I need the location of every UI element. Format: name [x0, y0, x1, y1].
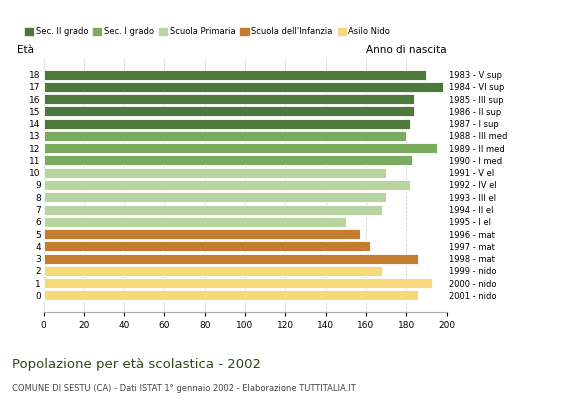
Bar: [44, 254, 418, 264]
Bar: [44, 229, 360, 239]
Bar: [44, 106, 414, 116]
Bar: [44, 241, 370, 251]
Bar: [44, 131, 407, 141]
Bar: [44, 143, 437, 153]
Bar: [44, 70, 426, 80]
Bar: [44, 180, 410, 190]
Bar: [44, 290, 418, 300]
Bar: [44, 217, 346, 227]
Legend: Sec. II grado, Sec. I grado, Scuola Primaria, Scuola dell'Infanzia, Asilo Nido: Sec. II grado, Sec. I grado, Scuola Prim…: [21, 24, 394, 40]
Bar: [44, 82, 443, 92]
Bar: [44, 192, 386, 202]
Bar: [44, 94, 414, 104]
Bar: [44, 266, 382, 276]
Text: Età: Età: [17, 46, 34, 56]
Bar: [44, 168, 386, 178]
Text: Popolazione per età scolastica - 2002: Popolazione per età scolastica - 2002: [12, 358, 260, 371]
Text: Anno di nascita: Anno di nascita: [366, 46, 447, 56]
Text: COMUNE DI SESTU (CA) - Dati ISTAT 1° gennaio 2002 - Elaborazione TUTTITALIA.IT: COMUNE DI SESTU (CA) - Dati ISTAT 1° gen…: [12, 384, 356, 393]
Bar: [44, 278, 433, 288]
Bar: [44, 156, 412, 166]
Bar: [44, 204, 382, 214]
Bar: [44, 119, 410, 129]
